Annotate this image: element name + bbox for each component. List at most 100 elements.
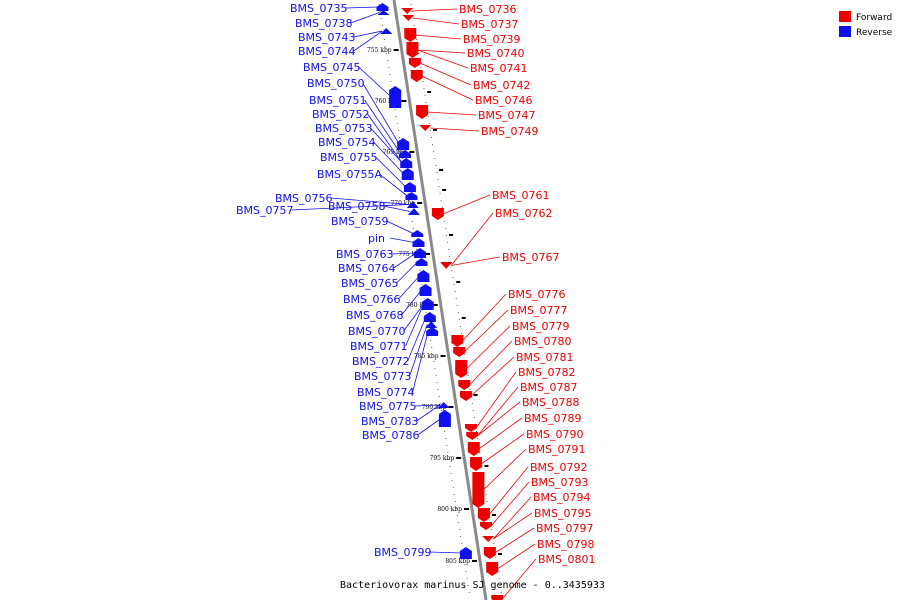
reverse-gene-label[interactable]: BMS_0750 — [307, 77, 365, 90]
forward-gene-label[interactable]: BMS_0795 — [534, 507, 592, 520]
reverse-gene-feature[interactable] — [399, 150, 411, 158]
forward-gene-label[interactable]: BMS_0791 — [528, 443, 586, 456]
reverse-gene-label[interactable]: BMS_0771 — [350, 340, 408, 353]
forward-gene-label[interactable]: BMS_0792 — [530, 461, 588, 474]
reverse-gene-feature[interactable] — [415, 258, 428, 266]
reverse-gene-feature[interactable] — [406, 201, 419, 208]
forward-gene-label[interactable]: BMS_0749 — [481, 125, 539, 138]
forward-gene-feature[interactable] — [482, 536, 495, 542]
reverse-gene-feature[interactable] — [417, 270, 430, 282]
reverse-gene-label[interactable]: BMS_0738 — [295, 17, 353, 30]
reverse-gene-label[interactable]: BMS_0752 — [312, 108, 370, 121]
forward-gene-label[interactable]: BMS_0741 — [470, 62, 528, 75]
forward-gene-feature[interactable] — [402, 15, 415, 21]
forward-gene-feature[interactable] — [477, 508, 490, 522]
reverse-gene-label[interactable]: BMS_0775 — [359, 400, 417, 413]
reverse-gene-feature[interactable] — [400, 158, 413, 168]
reverse-gene-feature[interactable] — [438, 410, 451, 427]
forward-gene-feature[interactable] — [401, 8, 414, 14]
forward-gene-feature[interactable] — [458, 380, 471, 390]
reverse-gene-label[interactable]: BMS_0768 — [346, 309, 404, 322]
reverse-gene-label[interactable]: BMS_0799 — [374, 546, 432, 559]
reverse-gene-label[interactable]: BMS_0786 — [362, 429, 420, 442]
forward-gene-label[interactable]: BMS_0797 — [536, 522, 594, 535]
forward-gene-label[interactable]: BMS_0779 — [512, 320, 570, 333]
forward-gene-label[interactable]: BMS_0761 — [492, 189, 550, 202]
forward-gene-label[interactable]: BMS_0788 — [522, 396, 580, 409]
forward-gene-feature[interactable] — [410, 70, 423, 82]
reverse-gene-label[interactable]: BMS_0744 — [298, 45, 356, 58]
forward-gene-feature[interactable] — [491, 595, 504, 600]
reverse-gene-label[interactable]: BMS_0764 — [338, 262, 396, 275]
reverse-gene-feature[interactable] — [380, 28, 393, 34]
reverse-gene-label[interactable]: BMS_0745 — [303, 61, 361, 74]
forward-gene-label[interactable]: BMS_0801 — [538, 553, 596, 566]
forward-gene-feature[interactable] — [440, 262, 453, 269]
reverse-gene-label[interactable]: BMS_0754 — [318, 136, 376, 149]
forward-gene-label[interactable]: BMS_0780 — [514, 335, 572, 348]
forward-gene-feature[interactable] — [451, 335, 464, 347]
reverse-gene-label[interactable]: BMS_0763 — [336, 248, 394, 261]
forward-gene-label[interactable]: BMS_0742 — [473, 79, 531, 92]
forward-gene-feature[interactable] — [406, 42, 419, 58]
reverse-gene-label[interactable]: BMS_0751 — [309, 94, 367, 107]
reverse-gene-label[interactable]: BMS_0758 — [328, 200, 386, 213]
reverse-gene-feature[interactable] — [437, 402, 450, 408]
forward-gene-label[interactable]: BMS_0793 — [531, 476, 589, 489]
reverse-gene-label[interactable]: BMS_0743 — [298, 31, 356, 44]
reverse-gene-feature[interactable] — [426, 327, 439, 336]
reverse-gene-label[interactable]: BMS_0783 — [361, 415, 419, 428]
forward-gene-feature[interactable] — [431, 208, 444, 220]
reverse-gene-feature[interactable] — [397, 138, 410, 150]
forward-gene-feature[interactable] — [466, 432, 479, 440]
forward-gene-label[interactable]: BMS_0762 — [495, 207, 553, 220]
forward-gene-feature[interactable] — [480, 522, 493, 530]
reverse-gene-label[interactable]: BMS_0773 — [354, 370, 412, 383]
reverse-gene-label[interactable]: BMS_0759 — [331, 215, 389, 228]
forward-gene-feature[interactable] — [419, 125, 432, 131]
forward-gene-feature[interactable] — [470, 457, 483, 471]
reverse-gene-label[interactable]: BMS_0735 — [290, 2, 348, 15]
forward-gene-feature[interactable] — [459, 391, 472, 401]
forward-gene-label[interactable]: BMS_0790 — [526, 428, 584, 441]
forward-gene-label[interactable]: BMS_0798 — [537, 538, 595, 551]
reverse-gene-label[interactable]: BMS_0755A — [317, 168, 383, 181]
forward-gene-label[interactable]: BMS_0781 — [516, 351, 574, 364]
forward-gene-feature[interactable] — [465, 424, 478, 432]
reverse-gene-label[interactable]: BMS_0772 — [352, 355, 410, 368]
reverse-gene-feature[interactable] — [423, 312, 436, 322]
forward-gene-label[interactable]: BMS_0767 — [502, 251, 560, 264]
reverse-gene-feature[interactable] — [405, 192, 418, 200]
forward-gene-label[interactable]: BMS_0746 — [475, 94, 533, 107]
reverse-gene-label[interactable]: BMS_0774 — [357, 386, 415, 399]
forward-gene-feature[interactable] — [455, 360, 468, 378]
reverse-gene-feature[interactable] — [411, 230, 424, 237]
forward-gene-label[interactable]: BMS_0736 — [459, 3, 517, 16]
reverse-gene-feature[interactable] — [425, 321, 438, 328]
forward-gene-feature[interactable] — [483, 547, 496, 559]
reverse-gene-feature[interactable] — [412, 238, 425, 247]
forward-gene-label[interactable]: BMS_0740 — [467, 47, 525, 60]
forward-gene-label[interactable]: BMS_0776 — [508, 288, 566, 301]
forward-gene-label[interactable]: BMS_0794 — [533, 491, 591, 504]
reverse-gene-feature[interactable] — [403, 182, 416, 192]
forward-gene-feature[interactable] — [453, 347, 466, 357]
reverse-gene-label[interactable]: pin — [368, 232, 385, 245]
reverse-gene-label[interactable]: BMS_0766 — [343, 293, 401, 306]
forward-gene-label[interactable]: BMS_0739 — [463, 33, 521, 46]
forward-gene-label[interactable]: BMS_0787 — [520, 381, 578, 394]
forward-gene-label[interactable]: BMS_0777 — [510, 304, 568, 317]
reverse-gene-label[interactable]: BMS_0753 — [315, 122, 373, 135]
forward-gene-label[interactable]: BMS_0747 — [478, 109, 536, 122]
forward-gene-label[interactable]: BMS_0737 — [461, 18, 519, 31]
forward-gene-label[interactable]: BMS_0789 — [524, 412, 582, 425]
reverse-gene-feature[interactable] — [389, 86, 402, 108]
forward-gene-feature[interactable] — [486, 562, 499, 576]
reverse-gene-feature[interactable] — [377, 10, 390, 15]
reverse-gene-feature[interactable] — [407, 208, 420, 215]
forward-gene-feature[interactable] — [467, 442, 480, 456]
reverse-gene-label[interactable]: BMS_0757 — [236, 204, 294, 217]
reverse-gene-feature[interactable] — [421, 298, 434, 310]
forward-gene-feature[interactable] — [416, 105, 429, 119]
reverse-gene-label[interactable]: BMS_0755 — [320, 151, 378, 164]
